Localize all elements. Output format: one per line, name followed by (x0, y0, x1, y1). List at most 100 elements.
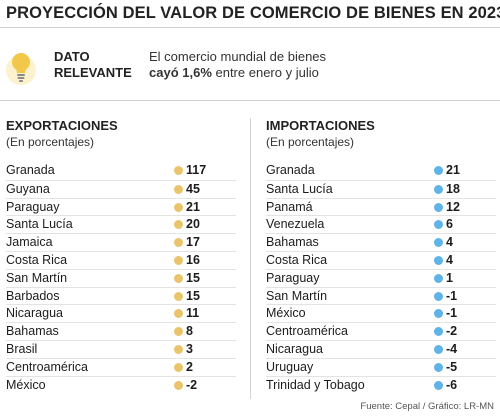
exports-country-label: Granada (6, 163, 55, 177)
imports-country-label: San Martín (266, 288, 328, 303)
highlight-rest: entre enero y julio (211, 65, 319, 80)
exports-country-label: México (6, 377, 46, 392)
exports-dot (174, 362, 183, 372)
imports-row: Santa Lucía 18 (266, 179, 496, 198)
exports-value-label: 17 (186, 235, 200, 250)
imports-row: Nicaragua -4 (266, 339, 496, 358)
exports-value-label: 15 (186, 288, 200, 303)
exports-dot (174, 344, 183, 354)
exports-country-label: Brasil (6, 341, 38, 356)
imports-dot (434, 255, 443, 265)
imports-row: Trinidad y Tobago -6 (266, 375, 496, 394)
exports-country-label: Centroamérica (6, 359, 88, 374)
highlight-label: DATO RELEVANTE (54, 49, 132, 80)
imports-dot (434, 220, 443, 230)
exports-value-label: 11 (186, 306, 200, 321)
exports-dot (174, 238, 183, 248)
imports-value-label: -6 (446, 377, 458, 392)
imports-row: Uruguay -5 (266, 357, 496, 376)
imports-dot (434, 327, 443, 337)
imports-value-label: -2 (446, 324, 458, 339)
exports-row: San Martín 15 (6, 268, 236, 287)
exports-country-label: San Martín (6, 270, 68, 285)
exports-value-label: 21 (186, 199, 200, 214)
highlight-text: El comercio mundial de bienes cayó 1,6% … (149, 49, 327, 80)
exports-dot (174, 291, 183, 301)
exports-row: Barbados 15 (6, 286, 236, 305)
imports-value-label: 12 (446, 199, 460, 214)
imports-dot (434, 380, 443, 390)
exports-row: Santa Lucía 20 (6, 215, 236, 233)
exports-dot (174, 380, 183, 390)
imports-row: Venezuela 6 (266, 215, 496, 233)
exports-value-label: -2 (186, 377, 198, 392)
imports-value-label: 4 (446, 235, 453, 250)
exports-country-label: Bahamas (6, 324, 59, 339)
imports-value-label: 1 (446, 270, 453, 285)
exports-row: Paraguay 21 (6, 197, 236, 216)
exports-country-label: Jamaica (6, 235, 53, 250)
imports-value-label: 21 (446, 163, 460, 177)
imports-value-label: -4 (446, 341, 458, 356)
exports-row: Jamaica 17 (6, 233, 236, 251)
exports-country-label: Costa Rica (6, 252, 68, 267)
imports-dot (434, 362, 443, 372)
imports-country-label: Bahamas (266, 235, 319, 250)
imports-value-label: 18 (446, 181, 460, 196)
imports-country-label: Nicaragua (266, 341, 323, 356)
imports-row: Paraguay 1 (266, 268, 496, 287)
exports-country-label: Paraguay (6, 199, 60, 214)
imports-dot (434, 166, 443, 175)
imports-value-label: -1 (446, 306, 458, 321)
imports-dot (434, 344, 443, 354)
exports-table: Granada 117 Guyana 45 Paraguay 21 Santa Lucía 2… (6, 162, 236, 393)
imports-row: San Martín -1 (266, 286, 496, 305)
imports-row: Bahamas 4 (266, 233, 496, 251)
imports-table: Granada 21 Santa Lucía 18 Panamá 12 Venezuela 6… (266, 162, 496, 393)
lightbulb-icon (6, 53, 36, 85)
exports-row: Bahamas 8 (6, 322, 236, 340)
exports-country-label: Barbados (6, 288, 60, 303)
imports-country-label: Centroamérica (266, 324, 348, 339)
imports-country-label: Uruguay (266, 359, 314, 374)
imports-country-label: Venezuela (266, 217, 325, 232)
imports-value-label: -1 (446, 288, 458, 303)
imports-row: Granada 21 (266, 162, 496, 180)
imports-country-label: Trinidad y Tobago (266, 377, 365, 392)
imports-value-label: 6 (446, 217, 453, 232)
column-separator (250, 118, 251, 399)
imports-dot (434, 184, 443, 194)
title-divider (0, 27, 500, 28)
imports-country-label: Paraguay (266, 270, 320, 285)
exports-value-label: 16 (186, 252, 200, 267)
exports-row: Guyana 45 (6, 179, 236, 198)
imports-dot (434, 309, 443, 319)
imports-country-label: Panamá (266, 199, 313, 214)
exports-dot (174, 309, 183, 319)
exports-dot (174, 255, 183, 265)
exports-value-label: 2 (186, 359, 193, 374)
imports-country-label: México (266, 306, 306, 321)
exports-row: Brasil 3 (6, 339, 236, 358)
exports-title: EXPORTACIONES (6, 118, 118, 133)
imports-dot (434, 291, 443, 301)
source-note: Fuente: Cepal / Gráfico: LR-MN (360, 401, 494, 412)
highlight-bold: cayó 1,6% (149, 65, 212, 80)
exports-value-label: 45 (186, 181, 200, 196)
exports-dot (174, 327, 183, 337)
exports-value-label: 3 (186, 341, 193, 356)
imports-value-label: 4 (446, 252, 453, 267)
imports-row: Centroamérica -2 (266, 322, 496, 340)
exports-row: Nicaragua 11 (6, 304, 236, 322)
imports-row: Costa Rica 4 (266, 250, 496, 269)
exports-country-label: Nicaragua (6, 306, 63, 321)
exports-country-label: Santa Lucía (6, 217, 73, 232)
exports-dot (174, 202, 183, 212)
exports-dot (174, 166, 183, 175)
exports-dot (174, 220, 183, 230)
exports-value-label: 8 (186, 324, 193, 339)
exports-value-label: 117 (186, 163, 207, 177)
exports-row: México -2 (6, 375, 236, 394)
exports-dot (174, 184, 183, 194)
imports-country-label: Granada (266, 163, 315, 177)
